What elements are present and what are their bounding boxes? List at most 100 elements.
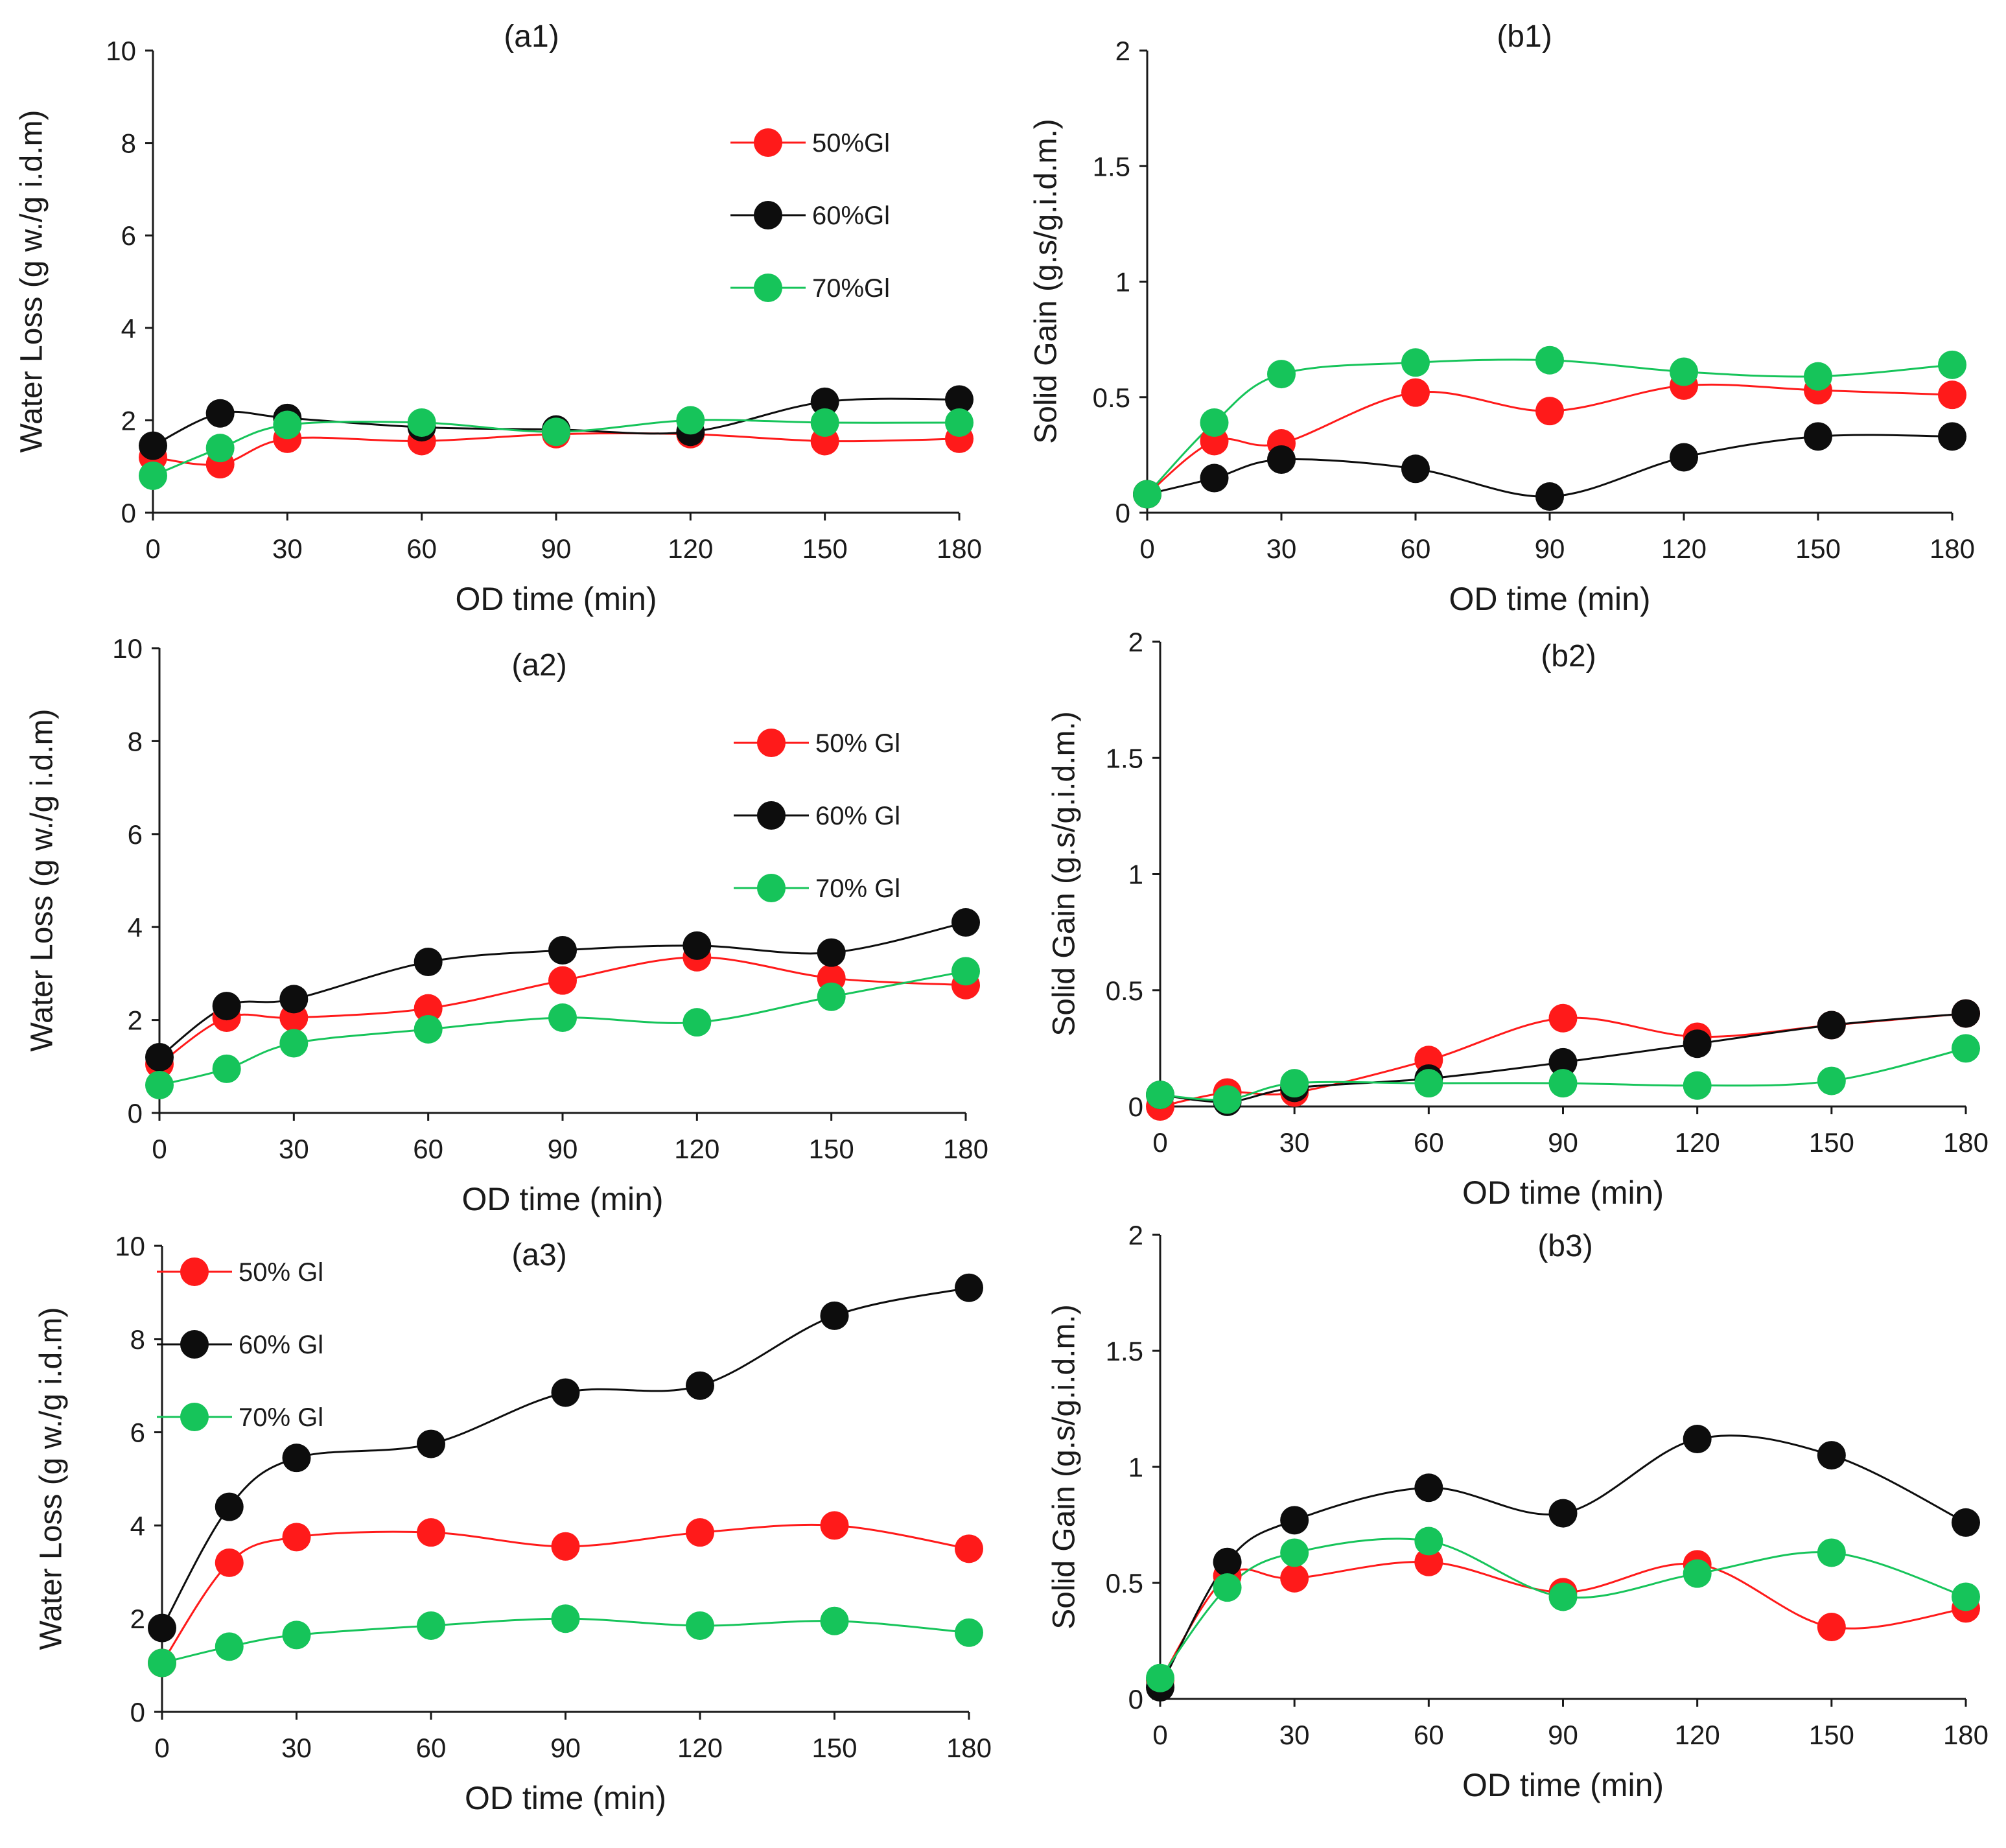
- y-tick-label: 10: [112, 633, 143, 664]
- x-tick-label: 0: [1152, 1720, 1167, 1750]
- x-tick-label: 90: [550, 1733, 581, 1763]
- data-point-s70: [273, 410, 302, 439]
- x-tick-label: 30: [279, 1134, 309, 1164]
- legend-label: 70% Gl: [239, 1403, 323, 1432]
- x-tick-label: 180: [937, 533, 982, 564]
- x-axis-title: OD time (min): [465, 1780, 666, 1816]
- panel-a3: 0 2 4 6 8 10 0 30 60 90 120 150 180 OD time (min) Wate…: [34, 1231, 992, 1816]
- data-point-s50: [551, 1532, 580, 1561]
- data-point-s60: [1683, 1029, 1712, 1059]
- data-point-s60: [1267, 445, 1296, 474]
- y-axis-title: Water Loss (g w./g i.d.m): [34, 1307, 69, 1650]
- data-point-s70: [1146, 1081, 1174, 1110]
- x-tick-label: 60: [406, 533, 437, 564]
- x-tick-label: 60: [1414, 1127, 1444, 1158]
- data-point-s70: [282, 1620, 311, 1650]
- x-tick-label: 0: [1152, 1127, 1167, 1158]
- y-tick-label: 1.5: [1106, 1336, 1143, 1366]
- legend-marker: [757, 729, 786, 757]
- data-point-s60: [417, 1429, 445, 1458]
- data-point-s60: [820, 1301, 849, 1330]
- data-point-s50: [686, 1518, 714, 1547]
- x-tick-label: 90: [541, 533, 572, 564]
- legend-label: 60% Gl: [815, 802, 900, 830]
- data-point-s50: [414, 994, 443, 1023]
- data-point-s70: [1414, 1069, 1443, 1098]
- y-tick-label: 0.5: [1106, 1568, 1143, 1598]
- data-point-s60: [686, 1371, 714, 1400]
- y-tick-label: 1: [1128, 860, 1143, 890]
- legend-label: 60%Gl: [812, 202, 890, 230]
- x-tick-label: 30: [1279, 1127, 1310, 1158]
- y-tick-label: 6: [128, 819, 143, 850]
- data-point-s70: [1535, 345, 1564, 375]
- data-point-s60: [1952, 1508, 1980, 1537]
- data-point-s70: [215, 1632, 244, 1661]
- data-point-s60: [817, 938, 846, 967]
- data-point-s70: [1133, 480, 1161, 509]
- y-tick-label: 10: [106, 36, 136, 66]
- data-point-s60: [1804, 422, 1832, 451]
- x-tick-label: 180: [1943, 1127, 1989, 1158]
- y-tick-label: 0: [128, 1098, 143, 1129]
- y-tick-label: 1.5: [1106, 743, 1143, 773]
- data-point-s60: [205, 399, 235, 428]
- x-tick-label: 120: [677, 1733, 723, 1763]
- data-point-s60: [1683, 1425, 1712, 1454]
- x-tick-label: 0: [152, 1134, 167, 1164]
- series-line-s60: [1159, 1434, 1966, 1688]
- data-point-s60: [1548, 1047, 1578, 1077]
- data-point-s70: [817, 982, 846, 1011]
- data-point-s70: [1952, 1582, 1980, 1611]
- legend-label: 60% Gl: [239, 1331, 323, 1359]
- x-tick-label: 180: [1943, 1720, 1989, 1750]
- y-tick-label: 0: [1115, 498, 1130, 528]
- legend-marker: [757, 874, 786, 902]
- y-tick-label: 1: [1128, 1452, 1143, 1482]
- data-point-s70: [1267, 360, 1296, 389]
- y-tick-label: 1.5: [1093, 151, 1130, 181]
- data-point-s70: [139, 461, 167, 490]
- x-tick-label: 90: [548, 1134, 578, 1164]
- data-point-s70: [1200, 408, 1229, 437]
- y-tick-label: 4: [130, 1510, 145, 1541]
- y-tick-label: 4: [121, 313, 136, 344]
- panel-title: (a3): [511, 1238, 566, 1272]
- data-point-s70: [1401, 348, 1430, 377]
- data-point-s50: [1817, 1613, 1846, 1642]
- data-point-s60: [945, 385, 974, 414]
- y-tick-label: 0: [1128, 1092, 1143, 1122]
- x-axis-title: OD time (min): [1462, 1767, 1664, 1803]
- x-axis-title: OD time (min): [1449, 581, 1650, 617]
- y-tick-label: 0.5: [1106, 976, 1143, 1006]
- x-tick-label: 60: [1414, 1720, 1444, 1750]
- panel-b2: 0 0.5 1 1.5 2 0 30 60 90 120 150 180 OD time (min) So…: [1047, 627, 1989, 1211]
- x-tick-label: 180: [943, 1134, 988, 1164]
- legend-label: 70%Gl: [812, 274, 890, 303]
- y-tick-label: 6: [130, 1418, 145, 1448]
- y-tick-label: 2: [1128, 627, 1143, 657]
- data-point-s70: [1213, 1573, 1242, 1602]
- data-point-s70: [212, 1054, 241, 1083]
- data-point-s60: [551, 1378, 580, 1407]
- x-tick-label: 30: [281, 1733, 312, 1763]
- data-point-s70: [945, 408, 974, 437]
- legend-marker: [754, 274, 782, 302]
- legend: 50%Gl 60%Gl 70%Gl: [730, 128, 890, 303]
- data-point-s70: [1938, 350, 1966, 379]
- legend-marker: [757, 801, 786, 830]
- data-point-s50: [282, 1523, 311, 1552]
- x-axis-title: OD time (min): [1462, 1175, 1664, 1211]
- data-point-s70: [1280, 1069, 1309, 1098]
- x-tick-label: 150: [811, 1733, 857, 1763]
- data-point-s60: [955, 1273, 983, 1302]
- data-point-s60: [548, 936, 577, 965]
- x-tick-label: 150: [802, 533, 848, 564]
- legend-label: 50% Gl: [239, 1258, 323, 1287]
- data-point-s70: [1817, 1538, 1846, 1567]
- x-tick-label: 0: [154, 1733, 169, 1763]
- y-tick-label: 10: [115, 1231, 145, 1261]
- legend-label: 50% Gl: [815, 729, 900, 758]
- legend-marker: [180, 1257, 209, 1286]
